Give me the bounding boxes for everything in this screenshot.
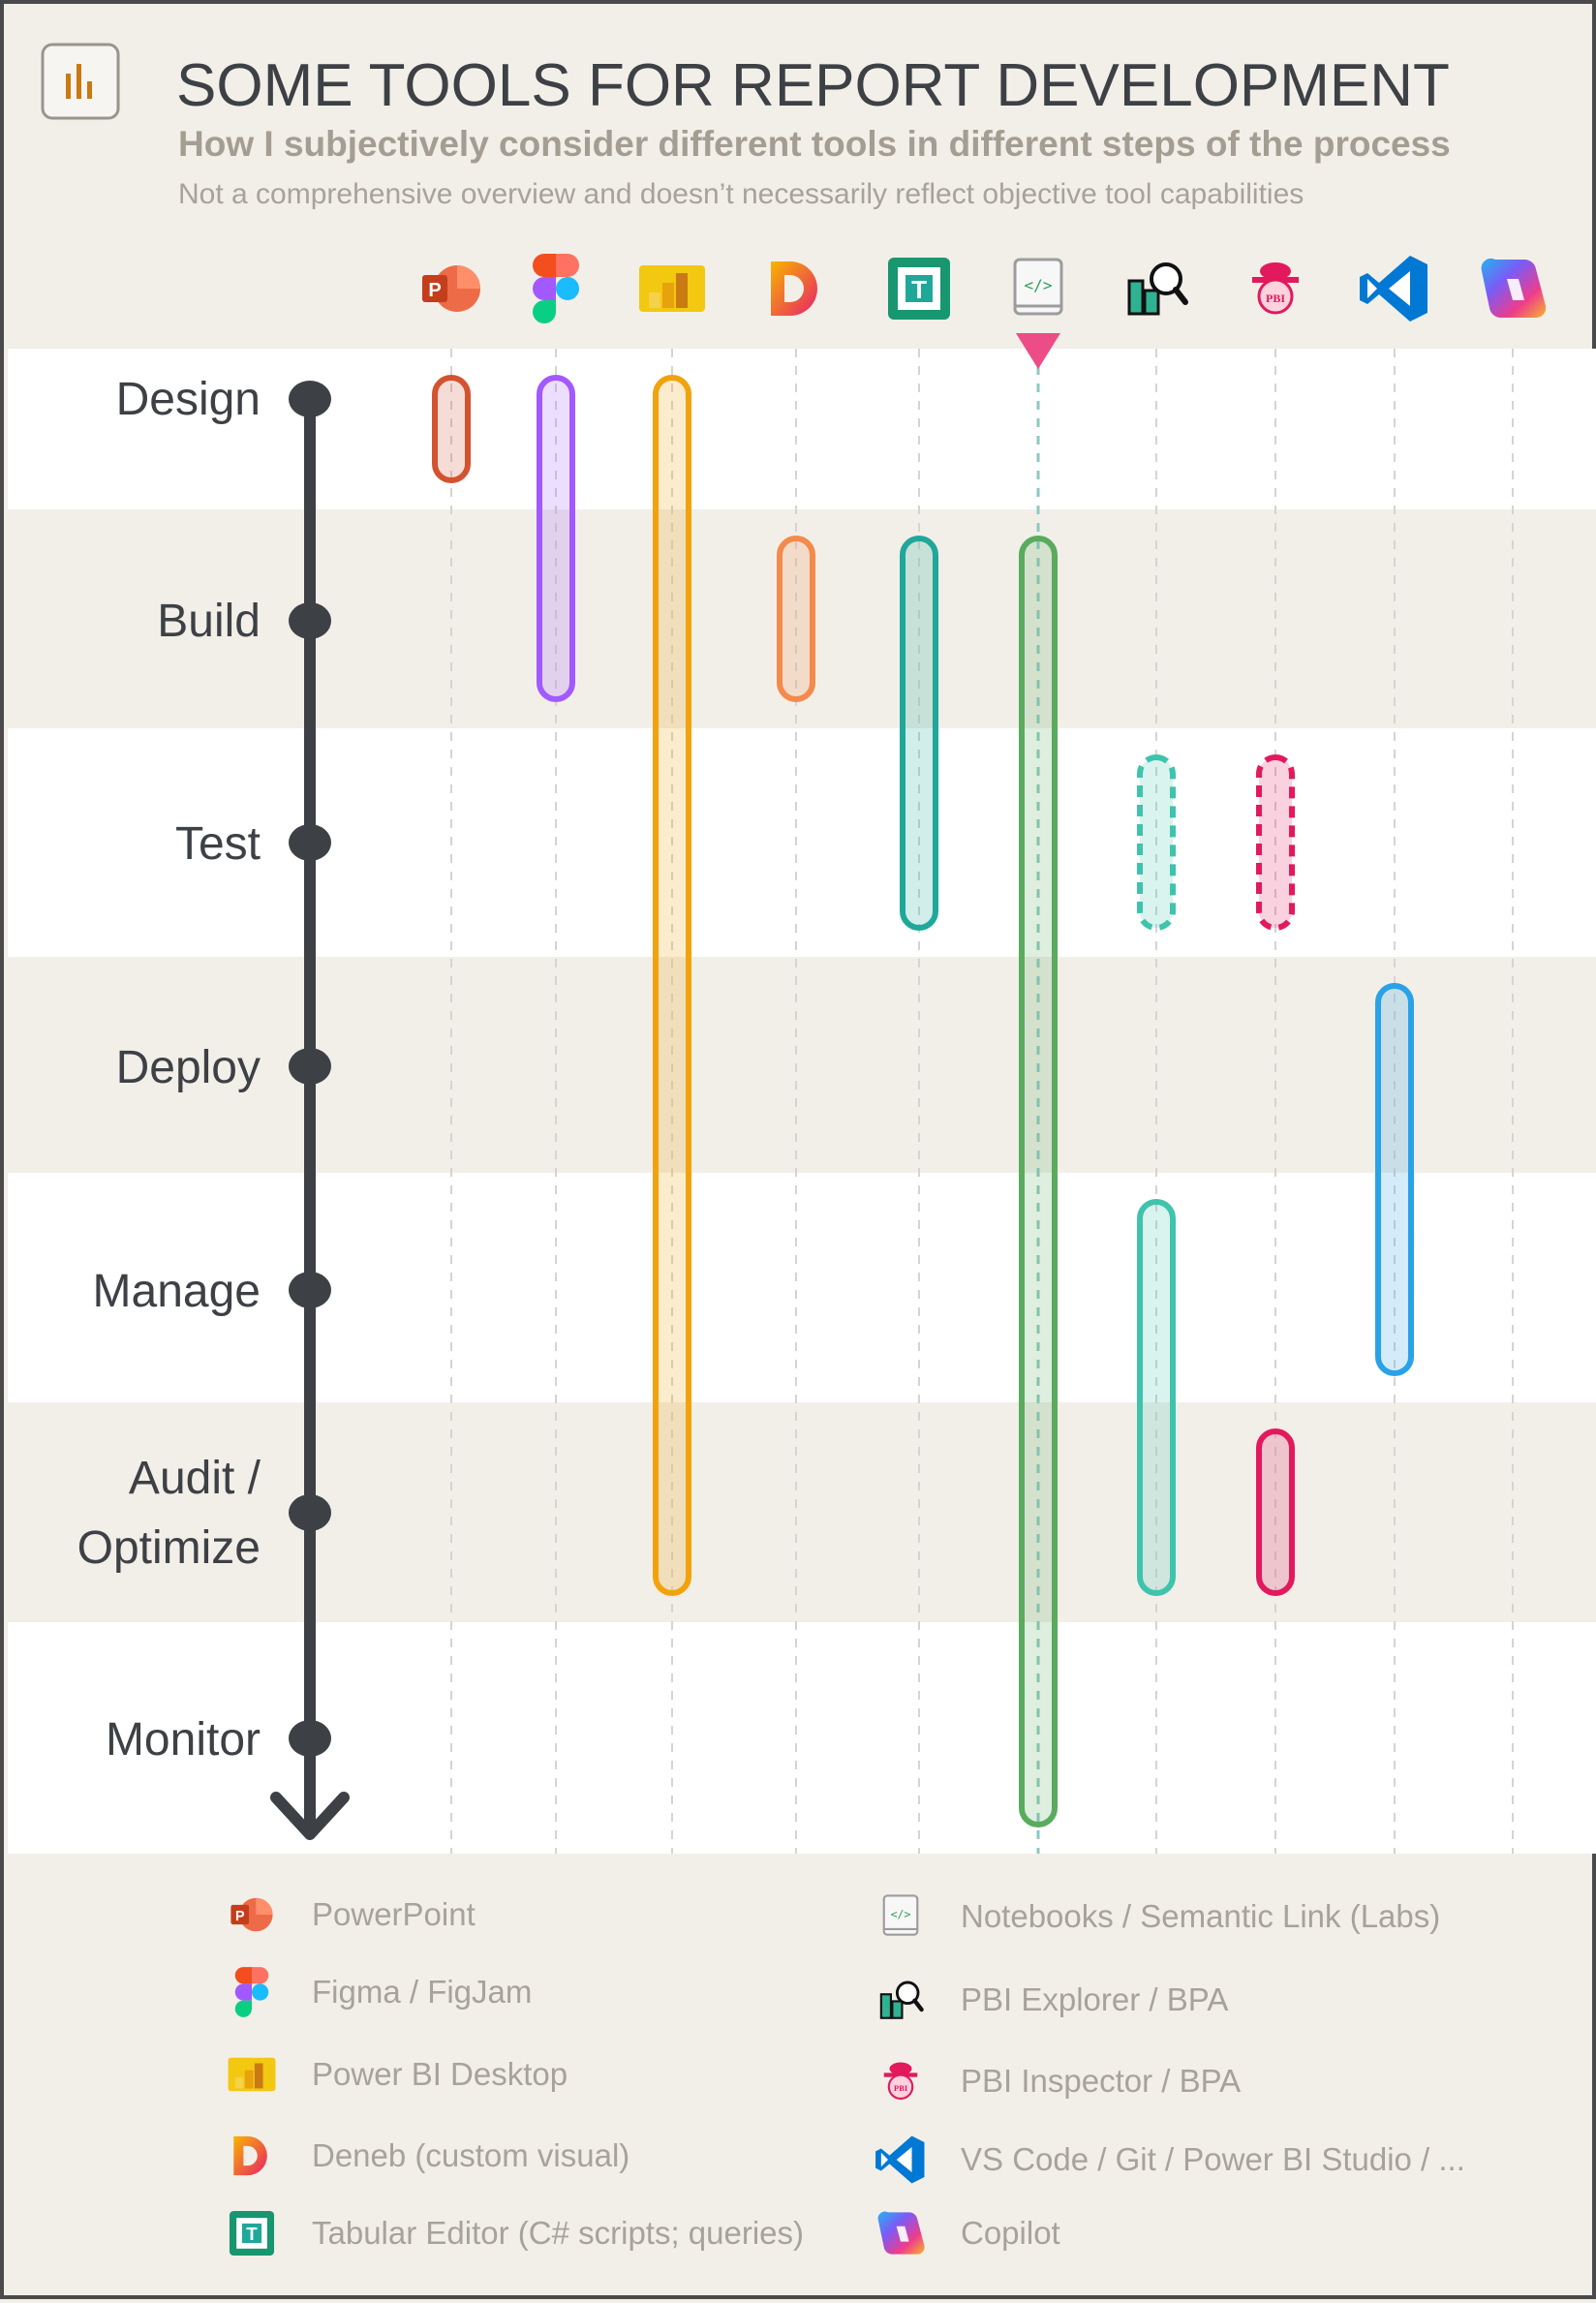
svg-text:PBI: PBI xyxy=(1266,292,1285,305)
step-dot xyxy=(289,1048,331,1085)
svg-text:</>: </> xyxy=(1025,276,1053,294)
step-band xyxy=(8,1622,1596,1854)
report-logo xyxy=(41,43,120,120)
step-band xyxy=(8,957,1596,1173)
tabular-editor-icon: T xyxy=(888,258,950,320)
step-label: Monitor xyxy=(106,1714,261,1766)
process-timeline: Design Build Test Deploy Manage Audit / Optimi… xyxy=(77,374,350,1840)
step-label: Build xyxy=(157,596,261,647)
deneb-icon xyxy=(771,261,817,316)
notebook-icon: </> xyxy=(1013,258,1063,316)
usage-span-powerpoint xyxy=(432,375,471,483)
usage-span-pbi-explorer xyxy=(1137,1199,1176,1596)
legend-label-figma: Figma / FigJam xyxy=(312,1974,532,2010)
usage-span-pbi-desktop xyxy=(653,375,691,1596)
usage-span-notebooks xyxy=(1019,536,1058,1827)
step-band xyxy=(8,349,1596,509)
page-title: SOME TOOLS FOR REPORT DEVELOPMENT xyxy=(176,52,1450,119)
deneb-icon xyxy=(233,2135,267,2176)
legend-label-pbi-explorer: PBI Explorer / BPA xyxy=(961,1981,1228,2017)
step-dot xyxy=(289,1720,331,1757)
legend-label-tabular-editor: Tabular Editor (C# scripts; queries) xyxy=(312,2215,804,2251)
step-dot xyxy=(289,1272,331,1308)
vscode-icon xyxy=(875,2135,925,2184)
svg-text:PBI: PBI xyxy=(894,2083,908,2093)
tool-guide-lines xyxy=(450,333,1514,1854)
step-label: Deploy xyxy=(116,1042,261,1093)
legend-label-deneb: Deneb (custom visual) xyxy=(312,2137,629,2173)
usage-span-pbi-explorer xyxy=(1137,754,1176,931)
powerpoint-icon: P xyxy=(422,265,480,312)
step-band xyxy=(8,1173,1596,1402)
step-label: Manage xyxy=(93,1266,261,1317)
pbi-explorer-icon xyxy=(879,1981,924,2019)
pbi-inspector-icon: PBI xyxy=(1252,262,1299,315)
timeline-arrow-icon xyxy=(270,1792,350,1840)
usage-span-pbi-inspector xyxy=(1256,754,1295,931)
legend-label-pbi-inspector: PBI Inspector / BPA xyxy=(961,2063,1241,2099)
power-bi-icon xyxy=(228,2057,276,2092)
notebook-icon: </> xyxy=(882,1894,919,1936)
pbi-explorer-icon xyxy=(1127,262,1188,316)
svg-text:T: T xyxy=(911,275,927,304)
step-band xyxy=(8,509,1596,728)
power-bi-icon xyxy=(639,265,705,312)
legend-label-copilot: Copilot xyxy=(961,2215,1060,2251)
usage-span-figma xyxy=(537,375,575,702)
step-dot xyxy=(289,602,331,639)
step-dot xyxy=(289,824,331,861)
step-label: Optimize xyxy=(77,1522,261,1574)
step-label: Audit / xyxy=(129,1453,261,1504)
usage-span-tabular-editor xyxy=(900,536,938,931)
step-dot xyxy=(289,381,331,417)
svg-text:T: T xyxy=(246,2224,258,2244)
tabular-editor-icon: T xyxy=(229,2210,275,2257)
powerpoint-icon: P xyxy=(230,1897,273,1932)
step-label: Design xyxy=(116,374,261,425)
tool-usage-spans xyxy=(432,375,1414,1827)
step-band xyxy=(8,728,1596,957)
svg-text:P: P xyxy=(428,280,441,301)
svg-text:</>: </> xyxy=(891,1907,911,1920)
copilot-icon xyxy=(1481,258,1547,319)
step-label: Test xyxy=(175,818,261,870)
page-note: Not a comprehensive overview and doesn’t… xyxy=(178,178,1304,210)
usage-span-pbi-inspector xyxy=(1256,1428,1295,1596)
svg-text:P: P xyxy=(235,1909,245,1924)
page-subtitle: How I subjectively consider different to… xyxy=(178,124,1451,164)
step-dot xyxy=(289,1494,331,1531)
legend-label-pbi-desktop: Power BI Desktop xyxy=(312,2056,568,2092)
usage-span-deneb xyxy=(777,536,815,702)
tool-legend: P PowerPoint Figma / FigJam Power BI Deskto… xyxy=(228,1894,1465,2257)
usage-span-vscode xyxy=(1375,983,1414,1376)
tool-timeline-diagram: SOME TOOLS FOR REPORT DEVELOPMENT How I … xyxy=(8,43,1596,2257)
legend-label-powerpoint: PowerPoint xyxy=(312,1896,476,1932)
figma-icon xyxy=(234,1967,269,2017)
tool-header-icons: P T </> PBI xyxy=(422,254,1547,323)
step-band xyxy=(8,1402,1596,1622)
figma-icon xyxy=(533,254,579,323)
legend-label-vscode: VS Code / Git / Power BI Studio / ... xyxy=(961,2141,1465,2177)
step-bands xyxy=(8,349,1596,1854)
copilot-icon xyxy=(877,2211,925,2255)
vscode-icon xyxy=(1360,256,1427,322)
pbi-inspector-icon: PBI xyxy=(883,2062,918,2101)
legend-label-notebooks: Notebooks / Semantic Link (Labs) xyxy=(961,1898,1440,1934)
notebook-marker xyxy=(1016,333,1060,369)
